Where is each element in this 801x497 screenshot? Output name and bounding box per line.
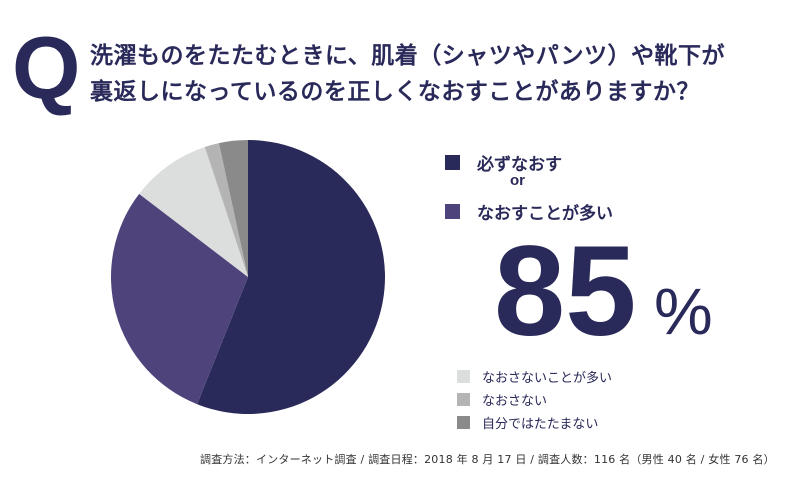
highlight-value: 85 [494,220,637,363]
title-line-2: 裏返しになっているのを正しくなおすことがありますか？ [90,79,700,105]
question-title: 洗濯ものをたたむときに、肌着（シャツやパンツ）や靴下が 裏返しになっているのを正… [90,38,725,110]
pie-slice-0 [197,140,385,414]
title-line-1: 洗濯ものをたたむときに、肌着（シャツやパンツ）や靴下が [90,43,725,69]
legend-label: 自分ではたたまない [482,417,599,432]
legend-label: なおさないことが多い [482,371,613,386]
legend-label: なおさない [482,394,548,409]
legend-label: なおすことが多い [477,204,613,224]
question-mark-q: Q [12,18,81,117]
legend-swatch [445,204,460,219]
legend-item-never: なおさない [457,390,547,409]
survey-footnote: 調査方法：インターネット調査 / 調査日程：2018 年 8 月 17 日 / … [200,453,775,466]
pie-slice-3 [204,143,248,277]
legend-swatch [457,370,470,383]
legend-swatch [445,155,460,170]
legend-item-often: なおすことが多い [445,199,613,224]
legend-item-rarely: なおさないことが多い [457,367,612,386]
pie-slice-2 [139,146,248,277]
legend-item-always: 必ずなおす [445,150,562,175]
pie-slice-1 [110,193,248,405]
legend-label: 必ずなおす [477,155,562,175]
legend-swatch [457,416,470,429]
legend-swatch [457,393,470,406]
legend-connector: or [510,172,525,189]
highlight-unit: % [654,274,713,348]
legend-item-dont-fold: 自分ではたたまない [457,413,598,432]
pie-slice-4 [218,140,248,277]
